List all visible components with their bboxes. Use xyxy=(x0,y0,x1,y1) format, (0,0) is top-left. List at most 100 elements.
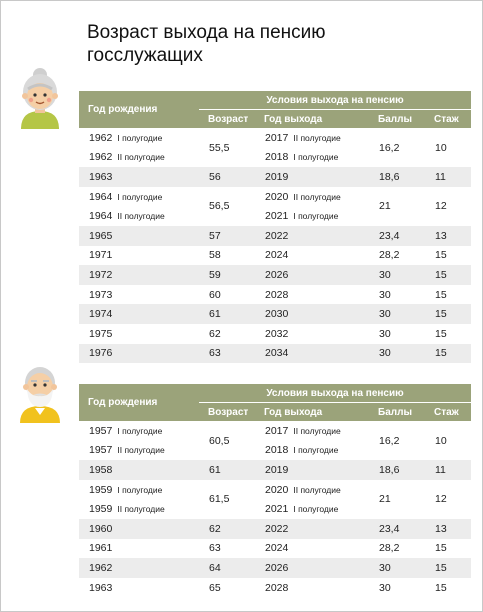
table-row: 1957 I полугодие 60,5 2017 II полугодие 16,2 1… xyxy=(79,421,471,447)
birth-half: I полугодие xyxy=(117,484,163,495)
header-cell: Год выхода xyxy=(255,109,369,128)
birth-year: 1963 xyxy=(89,581,113,594)
table-row: 1976 63 2034 30 15 xyxy=(79,343,472,364)
stazh-cell: 11 xyxy=(425,167,472,187)
birth-year: 1962 xyxy=(89,131,113,144)
stazh-cell: 15 xyxy=(425,558,472,578)
points-cell: 28,2 xyxy=(379,249,400,262)
birth-year: 1971 xyxy=(89,249,113,262)
header-row: Возраст Год выхода Баллы Стаж xyxy=(79,402,472,421)
header-cell: Стаж xyxy=(425,402,472,421)
table-row: 1958 61 2019 18,6 11 xyxy=(79,460,472,480)
exit-half: II полугодие xyxy=(293,191,341,202)
pension-table: Год рождения Условия выхода на пенсию Возр… xyxy=(79,384,472,598)
birth-half: II полугодие xyxy=(117,211,165,222)
points-cell: 30 xyxy=(379,288,391,301)
pension-table: Год рождения Условия выхода на пенсию Возр… xyxy=(79,91,472,364)
table-row: 1959 II полугодие 2021 I полугодие xyxy=(79,499,471,519)
header-cell: Баллы xyxy=(369,402,425,421)
birth-year: 1959 xyxy=(89,503,113,516)
exit-cell: 2019 xyxy=(255,460,369,480)
birth-year: 1965 xyxy=(89,229,113,242)
birth-cell: 1962 II полугодие xyxy=(79,148,199,168)
birth-cell: 1962 I полугодие xyxy=(79,128,199,148)
points-cell: 30 xyxy=(369,558,425,578)
stazh-cell: 15 xyxy=(435,581,447,594)
table-row: 1972 59 2026 30 15 xyxy=(79,265,472,285)
stazh-cell: 15 xyxy=(425,304,472,324)
header-cell: Стаж xyxy=(425,109,472,128)
exit-cell: 2026 xyxy=(255,265,369,285)
exit-half: I полугодие xyxy=(293,445,339,456)
exit-cell: 2022 xyxy=(255,225,369,246)
exit-half: I полугодие xyxy=(293,152,339,163)
header-cell: Год рождения xyxy=(79,384,199,421)
birth-cell: 1971 xyxy=(79,246,199,266)
exit-year: 2026 xyxy=(265,561,289,574)
exit-year: 2020 xyxy=(265,190,289,203)
points-cell: 16,2 xyxy=(379,141,400,154)
birth-year: 1959 xyxy=(89,483,113,496)
table-row: 1964 I полугодие 56,5 2020 II полугодие 21 12 xyxy=(79,187,471,213)
birth-year: 1963 xyxy=(89,170,113,183)
points-cell: 30 xyxy=(379,327,391,340)
stazh-cell: 10 xyxy=(435,141,447,154)
points-cell: 21 xyxy=(379,200,391,213)
birth-cell: 1974 xyxy=(79,304,199,324)
header-cell: Условия выхода на пенсию xyxy=(199,91,472,110)
exit-year: 2020 xyxy=(265,483,289,496)
birth-cell: 1973 xyxy=(79,285,199,305)
birth-cell: 1976 xyxy=(79,343,199,364)
points-cell: 30 xyxy=(369,304,425,324)
birth-cell: 1963 xyxy=(79,167,199,187)
birth-half: II полугодие xyxy=(117,445,165,456)
birth-cell: 1957 II полугодие xyxy=(79,441,199,461)
header-cell: Возраст xyxy=(199,402,255,421)
birth-cell: 1963 xyxy=(79,578,199,598)
table-row: 1959 I полугодие 61,5 2020 II полугодие 21 12 xyxy=(79,480,471,506)
birth-year: 1958 xyxy=(89,463,113,476)
birth-cell: 1964 I полугодие xyxy=(79,187,199,207)
exit-year: 2019 xyxy=(265,170,289,183)
exit-cell: 2028 xyxy=(255,578,369,598)
table-row: 1963 65 2028 30 15 xyxy=(79,578,471,598)
stazh-cell: 12 xyxy=(435,493,447,506)
grandpa-icon xyxy=(20,367,60,423)
age-cell: 56 xyxy=(199,167,255,187)
header-cell: Условия выхода на пенсию xyxy=(199,384,472,403)
age-cell: 63 xyxy=(209,542,221,555)
exit-cell: 2026 xyxy=(255,558,369,578)
birth-year: 1957 xyxy=(89,424,113,437)
age-cell: 62 xyxy=(209,327,221,340)
table-row: 1965 57 2022 23,4 13 xyxy=(79,225,472,246)
birth-half: II полугодие xyxy=(117,504,165,515)
stazh-cell: 15 xyxy=(435,327,447,340)
header-row: Год рождения Условия выхода на пенсию xyxy=(79,384,472,421)
age-cell: 59 xyxy=(199,265,255,285)
age-cell: 55,5 xyxy=(209,141,230,154)
exit-year: 2030 xyxy=(265,308,289,321)
birth-cell: 1965 xyxy=(79,225,199,246)
table-row: 1957 II полугодие 2018 I полугодие xyxy=(79,441,471,461)
exit-year: 2021 xyxy=(265,210,289,223)
exit-cell: 2032 xyxy=(255,324,369,344)
exit-cell: 2028 xyxy=(255,285,369,305)
exit-year: 2018 xyxy=(265,444,289,457)
stazh-cell: 12 xyxy=(435,200,447,213)
exit-year: 2032 xyxy=(265,327,289,340)
birth-year: 1961 xyxy=(89,542,113,555)
exit-cell: 2021 I полугодие xyxy=(255,206,369,226)
age-cell: 60 xyxy=(209,288,221,301)
exit-cell: 2024 xyxy=(255,539,369,559)
birth-year: 1976 xyxy=(89,347,113,360)
birth-half: I полугодие xyxy=(117,132,163,143)
age-cell: 61,5 xyxy=(209,493,230,506)
table-row: 1964 II полугодие 2021 I полугодие xyxy=(79,206,471,226)
exit-cell: 2018 I полугодие xyxy=(255,441,369,461)
birth-year: 1960 xyxy=(89,522,113,535)
header-cell: Год рождения xyxy=(79,91,199,128)
header-row: Год рождения Условия выхода на пенсию xyxy=(79,91,472,128)
birth-half: I полугодие xyxy=(117,191,163,202)
birth-cell: 1962 xyxy=(79,558,199,578)
